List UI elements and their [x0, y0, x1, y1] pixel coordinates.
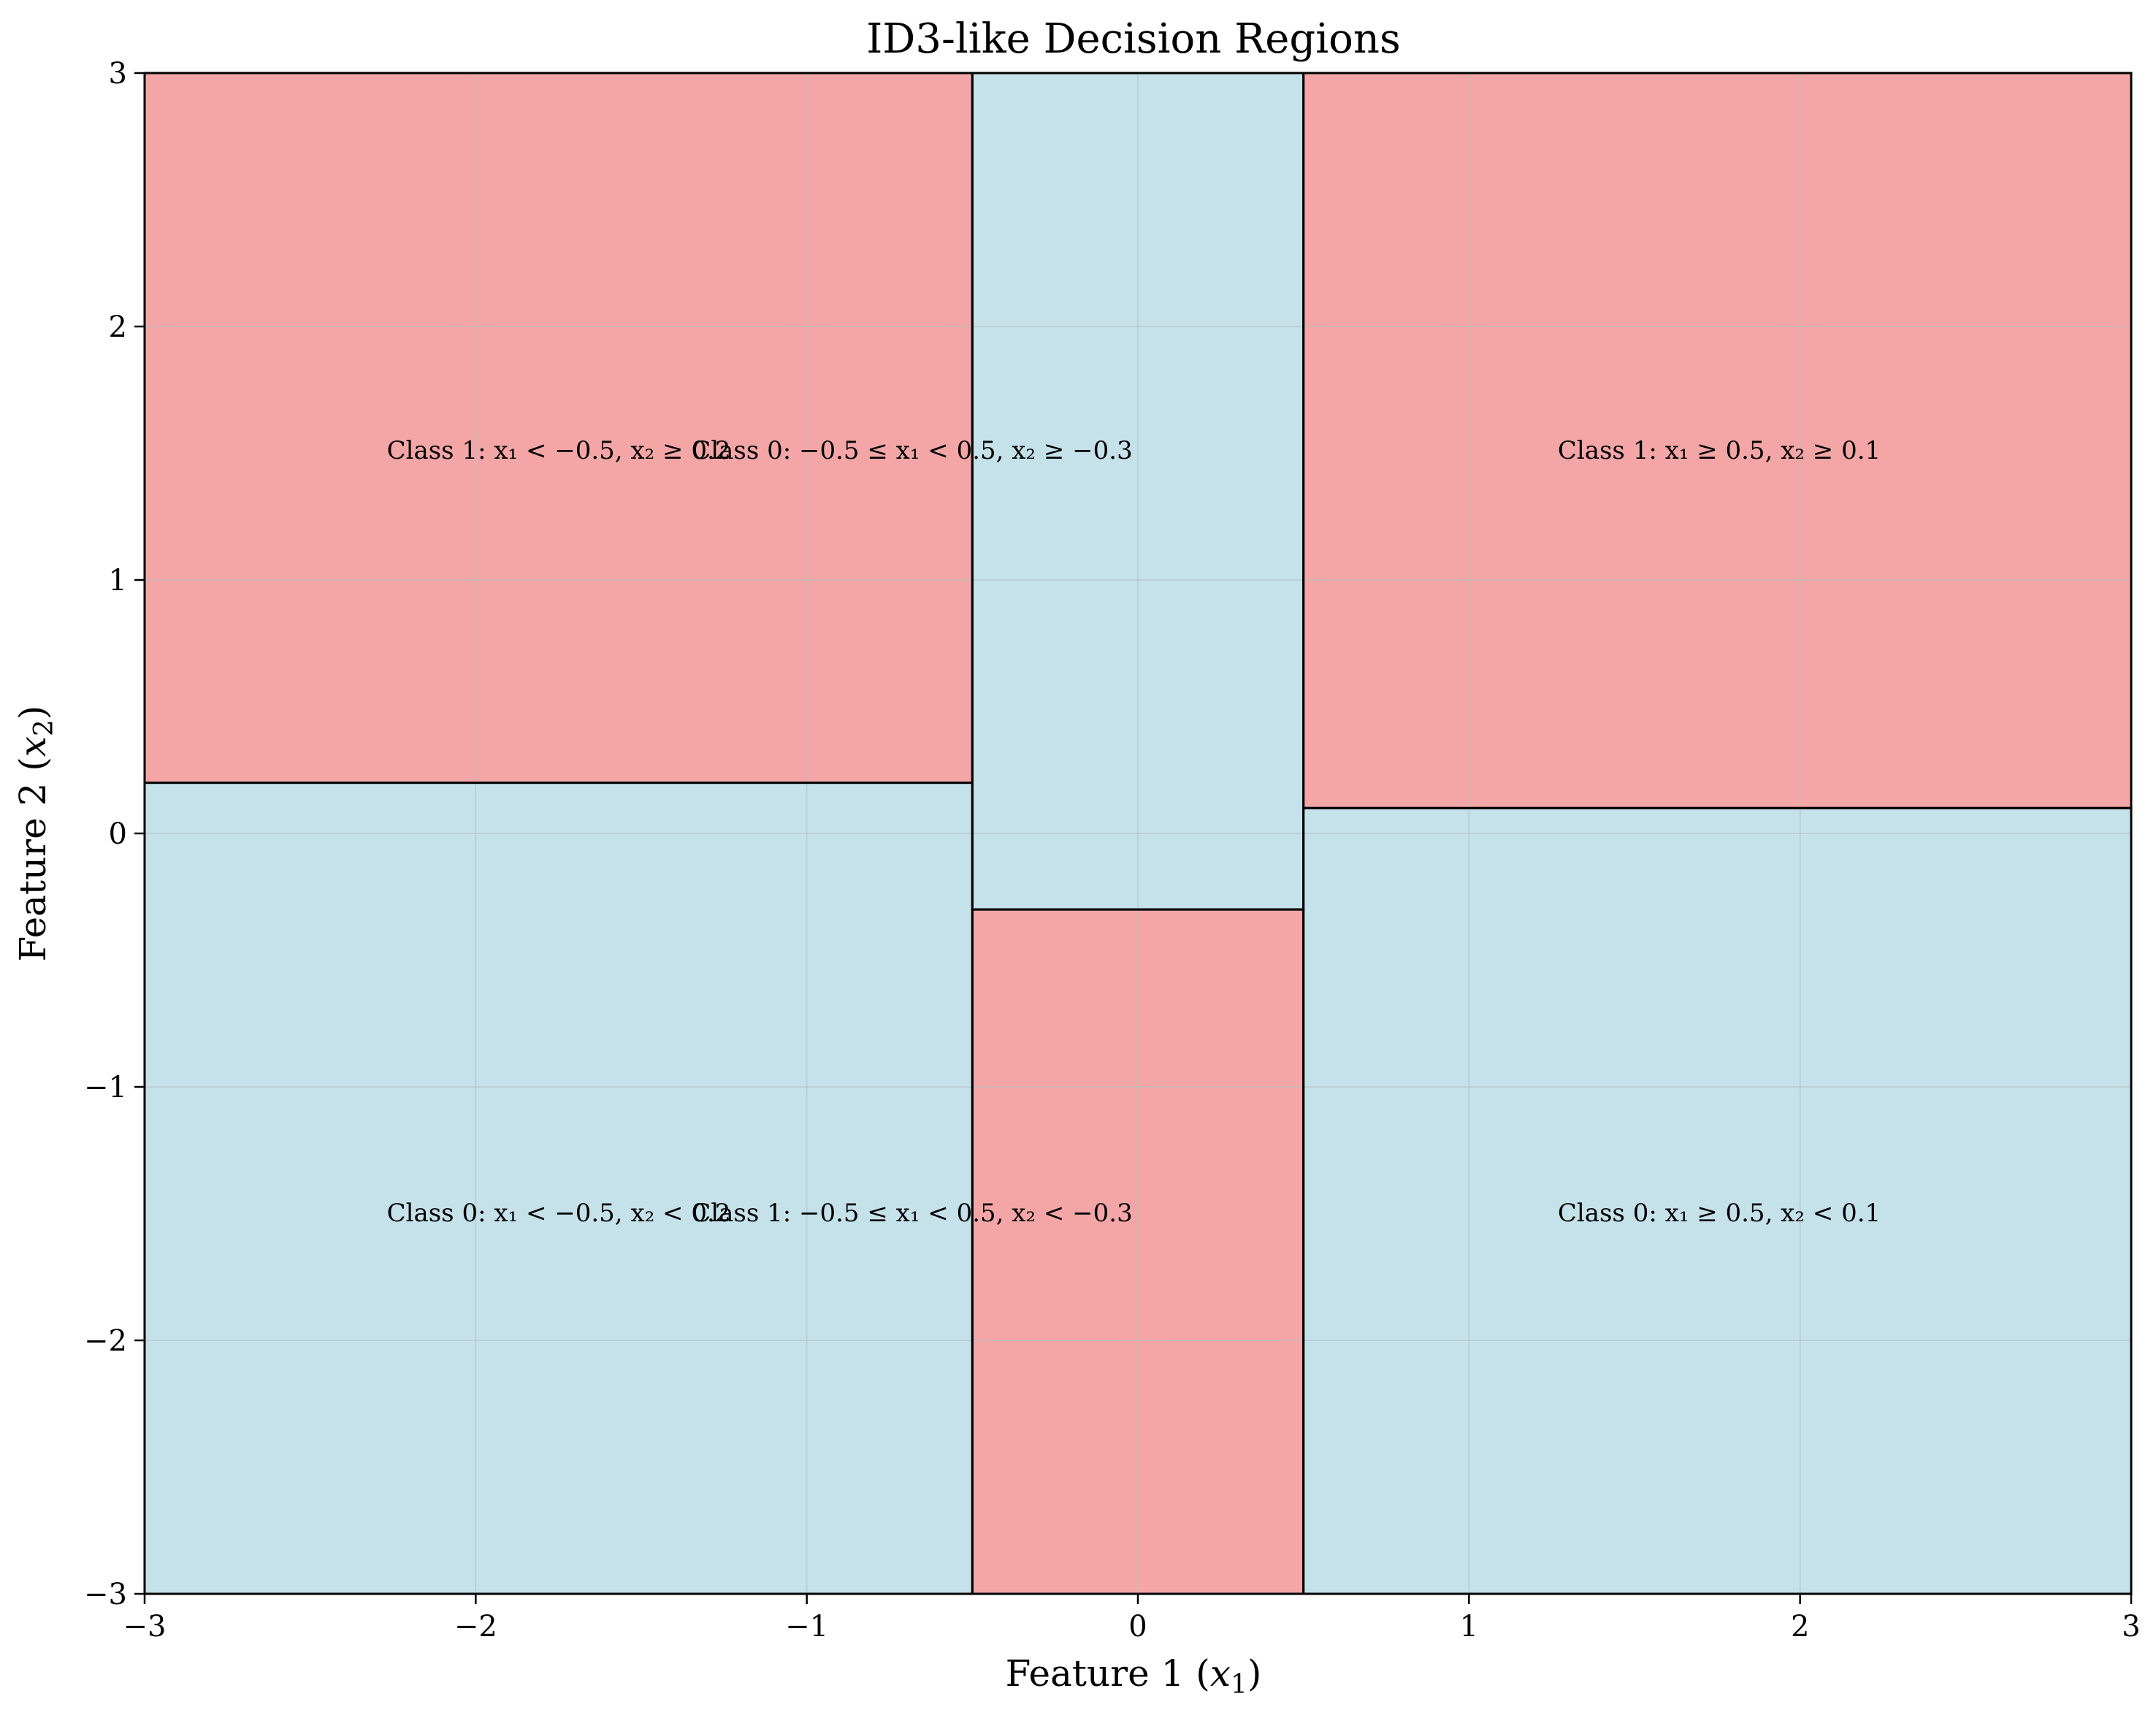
- region-6-label: Class 0: x₁ ≥ 0.5, x₂ < 0.1: [1558, 1199, 1881, 1228]
- region-2-label: Class 0: x₁ < −0.5, x₂ < 0.2: [387, 1199, 731, 1228]
- y-tick-label: 2: [109, 310, 127, 344]
- region-1-class-1: [145, 73, 973, 783]
- x-tick-label: 3: [2122, 1610, 2140, 1643]
- x-axis: −3 −2 −1 0 1 2 3: [123, 1594, 2141, 1643]
- region-4-label: Class 1: −0.5 ≤ x₁ < 0.5, x₂ < −0.3: [692, 1199, 1132, 1228]
- y-axis: −3 −2 −1 0 1 2 3: [84, 57, 145, 1611]
- x-tick-label: −3: [123, 1610, 167, 1643]
- region-1-label: Class 1: x₁ < −0.5, x₂ ≥ 0.2: [387, 436, 731, 465]
- x-tick-label: −1: [785, 1610, 828, 1643]
- x-tick-label: 1: [1460, 1610, 1478, 1643]
- y-tick-label: −3: [84, 1578, 127, 1611]
- y-axis-label: Feature 2 (x2): [12, 706, 59, 962]
- region-5-class-1: [1303, 73, 2131, 809]
- x-tick-label: 0: [1128, 1610, 1147, 1643]
- regions-layer: [145, 73, 2131, 1594]
- y-tick-label: −1: [84, 1071, 127, 1104]
- region-6-class-0: [1303, 808, 2131, 1594]
- region-5-label: Class 1: x₁ ≥ 0.5, x₂ ≥ 0.1: [1558, 436, 1881, 465]
- region-3-label: Class 0: −0.5 ≤ x₁ < 0.5, x₂ ≥ −0.3: [692, 436, 1132, 465]
- grid-layer: [145, 73, 2131, 1594]
- y-tick-label: 3: [109, 57, 127, 91]
- y-tick-label: −2: [84, 1324, 127, 1358]
- x-axis-label: Feature 1 (x1): [1006, 1652, 1262, 1700]
- region-2-class-0: [145, 782, 973, 1594]
- chart-title: ID3-like Decision Regions: [866, 15, 1400, 63]
- x-tick-label: 2: [1791, 1610, 1809, 1643]
- region-labels-layer: Class 1: x₁ < −0.5, x₂ ≥ 0.2 Class 0: x₁ …: [387, 436, 1881, 1228]
- x-tick-label: −2: [454, 1610, 497, 1643]
- y-tick-label: 1: [109, 564, 127, 598]
- y-tick-label: 0: [109, 817, 127, 851]
